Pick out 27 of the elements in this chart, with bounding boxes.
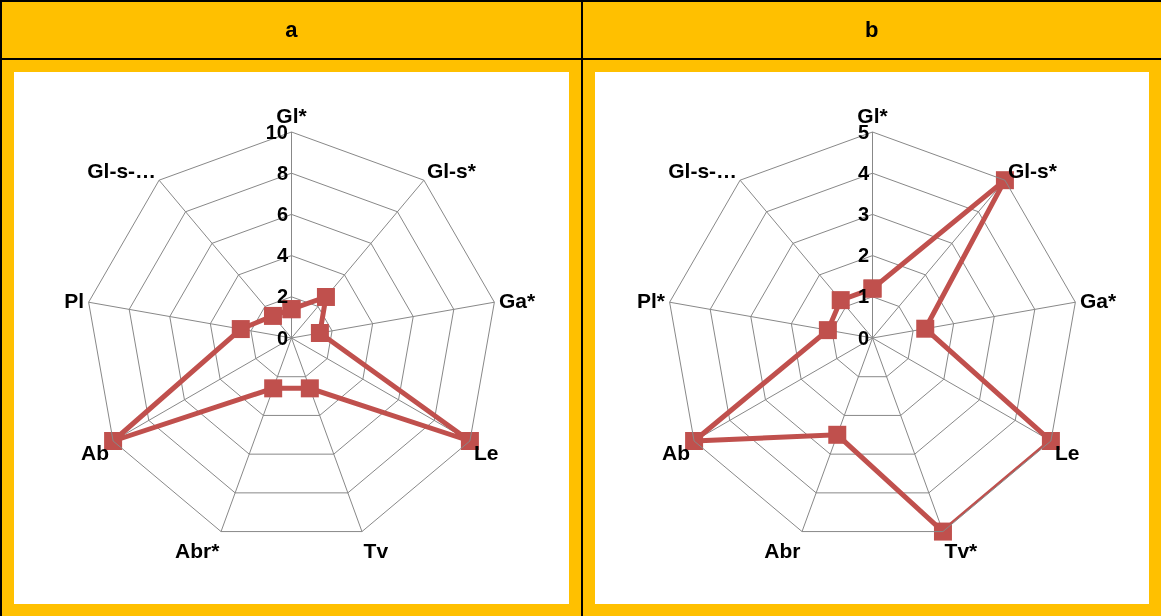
spoke-label: Gl-s-… bbox=[87, 159, 157, 183]
spoke-label: Gl-s* bbox=[1007, 159, 1058, 183]
spoke-label: Ab bbox=[661, 441, 690, 465]
spoke-label: Tv* bbox=[944, 539, 978, 563]
spoke-label: Gl-s-… bbox=[667, 159, 737, 183]
y-tick-label: 3 bbox=[857, 202, 869, 225]
y-tick-label: 4 bbox=[276, 244, 289, 267]
y-tick-label: 8 bbox=[276, 161, 288, 184]
spoke-label: Pl bbox=[64, 288, 84, 312]
y-tick-label: 2 bbox=[276, 285, 288, 308]
spoke-label: Le bbox=[1054, 441, 1079, 465]
spoke-label: Abr bbox=[763, 539, 800, 563]
y-tick-label: 4 bbox=[857, 161, 870, 184]
spoke-label: Ga* bbox=[1079, 288, 1117, 312]
spoke-label: Gl-s* bbox=[426, 159, 477, 183]
chart-title: b bbox=[582, 2, 1161, 60]
y-tick-label: 0 bbox=[276, 326, 288, 349]
chart-title: a bbox=[2, 2, 581, 60]
y-tick-label: 2 bbox=[857, 244, 869, 267]
spoke-label: Abr* bbox=[175, 539, 221, 563]
spoke-label: Ga* bbox=[499, 288, 537, 312]
spoke-label: Pl* bbox=[636, 288, 666, 312]
spoke-label: Le bbox=[473, 441, 499, 465]
y-tick-label: 0 bbox=[857, 326, 869, 349]
spoke-label: Ab bbox=[81, 441, 110, 465]
spoke-label: Tv bbox=[363, 539, 389, 563]
y-tick-label: 6 bbox=[276, 202, 288, 225]
